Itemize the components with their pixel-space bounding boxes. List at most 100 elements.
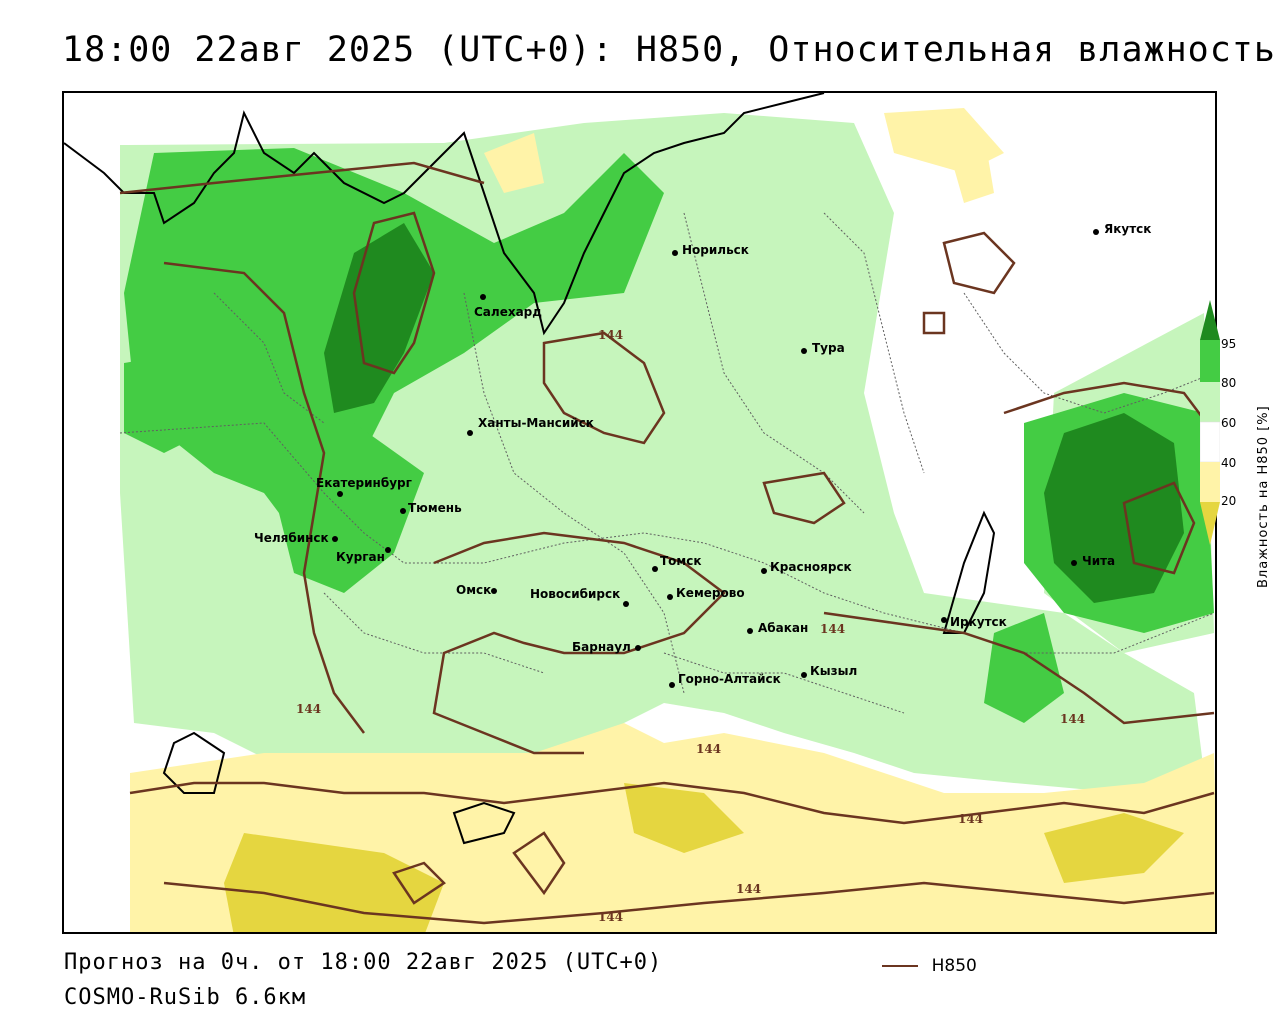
- legend-swatch-20: [1200, 462, 1220, 502]
- map-area[interactable]: 144 144 144 144 144 144 144 144 Якутск Н…: [62, 91, 1217, 934]
- humidity-map: 144 144 144 144 144 144 144 144 Якутск Н…: [64, 93, 1215, 932]
- region-border: [213, 292, 325, 424]
- city-label: Норильск: [682, 243, 749, 257]
- city-krasnoyarsk[interactable]: Красноярск: [761, 560, 852, 574]
- humidity-zone-80-sayan: [984, 613, 1064, 723]
- city-omsk[interactable]: Омск: [456, 583, 497, 597]
- city-chelyabinsk[interactable]: Челябинск: [254, 531, 338, 545]
- cities-layer: Якутск Норильск Салехард Тура Ханты-Манс…: [254, 222, 1151, 688]
- city-kemerovo[interactable]: Кемерово: [667, 586, 745, 600]
- city-kurgan[interactable]: Курган: [336, 547, 391, 564]
- humidity-zone-0-south-a: [224, 833, 444, 932]
- city-tura[interactable]: Тура: [801, 341, 845, 355]
- contour-line-key: H850: [882, 955, 977, 976]
- legend-swatch-60: [1200, 382, 1220, 422]
- city-abakan[interactable]: Абакан: [747, 621, 808, 635]
- city-label: Курган: [336, 550, 385, 564]
- city-kyzyl[interactable]: Кызыл: [801, 664, 857, 678]
- city-yekaterinburg[interactable]: Екатеринбург: [316, 476, 412, 497]
- h850-contour: [542, 331, 666, 445]
- legend-tick: 20: [1221, 494, 1237, 508]
- legend-tick: 95: [1221, 337, 1237, 351]
- humidity-legend-bar: [1200, 300, 1220, 545]
- humidity-fill-layer: [120, 108, 1215, 932]
- contour-label: 144: [820, 622, 845, 636]
- humidity-zone-20-north-c: [944, 133, 994, 203]
- city-chita[interactable]: Чита: [1071, 554, 1115, 568]
- caspian-coastline: [162, 731, 226, 794]
- region-border: [119, 422, 1215, 654]
- city-irkutsk[interactable]: Иркутск: [941, 615, 1007, 629]
- city-barnaul[interactable]: Барнаул: [572, 640, 641, 654]
- humidity-zone-80-ural: [264, 423, 424, 593]
- region-border: [463, 292, 685, 694]
- legend-swatch-bottom-arrow: [1200, 502, 1220, 545]
- legend-title: Влажность на H850 [%]: [1256, 405, 1271, 588]
- arctic-coastline: [64, 93, 825, 336]
- h850-contour: [163, 261, 365, 734]
- contour-label: 144: [296, 702, 321, 716]
- contour-label: 144: [598, 328, 623, 342]
- contour-line-sample: [882, 964, 918, 967]
- contour-label: 144: [696, 742, 721, 756]
- city-label: Ханты-Мансийск: [478, 416, 594, 430]
- city-label: Тюмень: [408, 501, 462, 515]
- h850-contour: [762, 471, 846, 525]
- humidity-zone-0-south-b: [1044, 813, 1184, 883]
- h850-contour: [352, 211, 436, 375]
- h850-contour: [922, 311, 946, 335]
- h850-contour: [823, 611, 1215, 725]
- legend-swatch-40: [1200, 421, 1220, 463]
- admin-borders-layer: [119, 212, 1215, 714]
- city-label: Иркутск: [950, 615, 1007, 629]
- city-label: Челябинск: [254, 531, 329, 545]
- city-label: Абакан: [758, 621, 808, 635]
- city-label: Чита: [1082, 554, 1115, 568]
- forecast-caption: Прогноз на 0ч. от 18:00 22авг 2025 (UTC+…: [64, 950, 663, 975]
- contour-label: 144: [598, 910, 623, 924]
- city-tomsk[interactable]: Томск: [652, 554, 702, 572]
- h850-contour: [1122, 481, 1196, 575]
- aral-coastline: [452, 801, 516, 845]
- h850-contour: [1003, 381, 1215, 434]
- city-label: Барнаул: [572, 640, 631, 654]
- city-label: Горно-Алтайск: [678, 672, 781, 686]
- humidity-zone-95-ural: [324, 223, 434, 413]
- city-norilsk[interactable]: Норильск: [672, 243, 749, 257]
- region-border: [323, 592, 545, 674]
- humidity-zone-0-south-c: [624, 783, 744, 853]
- legend-swatch-80: [1200, 340, 1220, 382]
- city-label: Омск: [456, 583, 491, 597]
- h850-contour: [119, 161, 485, 195]
- contour-label: 144: [958, 812, 983, 826]
- contour-line-label: H850: [931, 955, 977, 976]
- map-title: 18:00 22авг 2025 (UTC+0): H850, Относите…: [62, 30, 1276, 70]
- legend-tick: 80: [1221, 376, 1237, 390]
- city-salekhard[interactable]: Салехард: [474, 294, 542, 319]
- contour-label: 144: [736, 882, 761, 896]
- region-border: [683, 212, 865, 514]
- city-label: Салехард: [474, 305, 542, 319]
- h850-contour: [129, 781, 1215, 825]
- h850-contour: [432, 531, 726, 755]
- city-tyumen[interactable]: Тюмень: [400, 501, 462, 515]
- humidity-zone-20-north-b: [484, 133, 544, 193]
- city-label: Красноярск: [770, 560, 852, 574]
- legend-swatch-top-arrow: [1200, 300, 1220, 340]
- h850-contour: [392, 861, 446, 905]
- city-khanty-mansiysk[interactable]: Ханты-Мансийск: [467, 416, 594, 436]
- legend-tick: 60: [1221, 416, 1237, 430]
- city-label: Кемерово: [676, 586, 745, 600]
- city-label: Новосибирск: [530, 587, 620, 601]
- city-yakutsk[interactable]: Якутск: [1093, 222, 1151, 236]
- city-novosibirsk[interactable]: Новосибирск: [530, 587, 629, 607]
- contour-labels-layer: 144 144 144 144 144 144 144 144: [296, 328, 1085, 924]
- city-label: Екатеринбург: [316, 476, 412, 490]
- city-label: Якутск: [1104, 222, 1151, 236]
- humidity-zone-80-west: [124, 353, 204, 453]
- city-label: Тура: [812, 341, 845, 355]
- h850-contour-layer: [119, 161, 1215, 925]
- h850-contour: [942, 231, 1016, 295]
- h850-contour: [512, 831, 566, 896]
- city-gorno-altaysk[interactable]: Горно-Алтайск: [669, 672, 781, 688]
